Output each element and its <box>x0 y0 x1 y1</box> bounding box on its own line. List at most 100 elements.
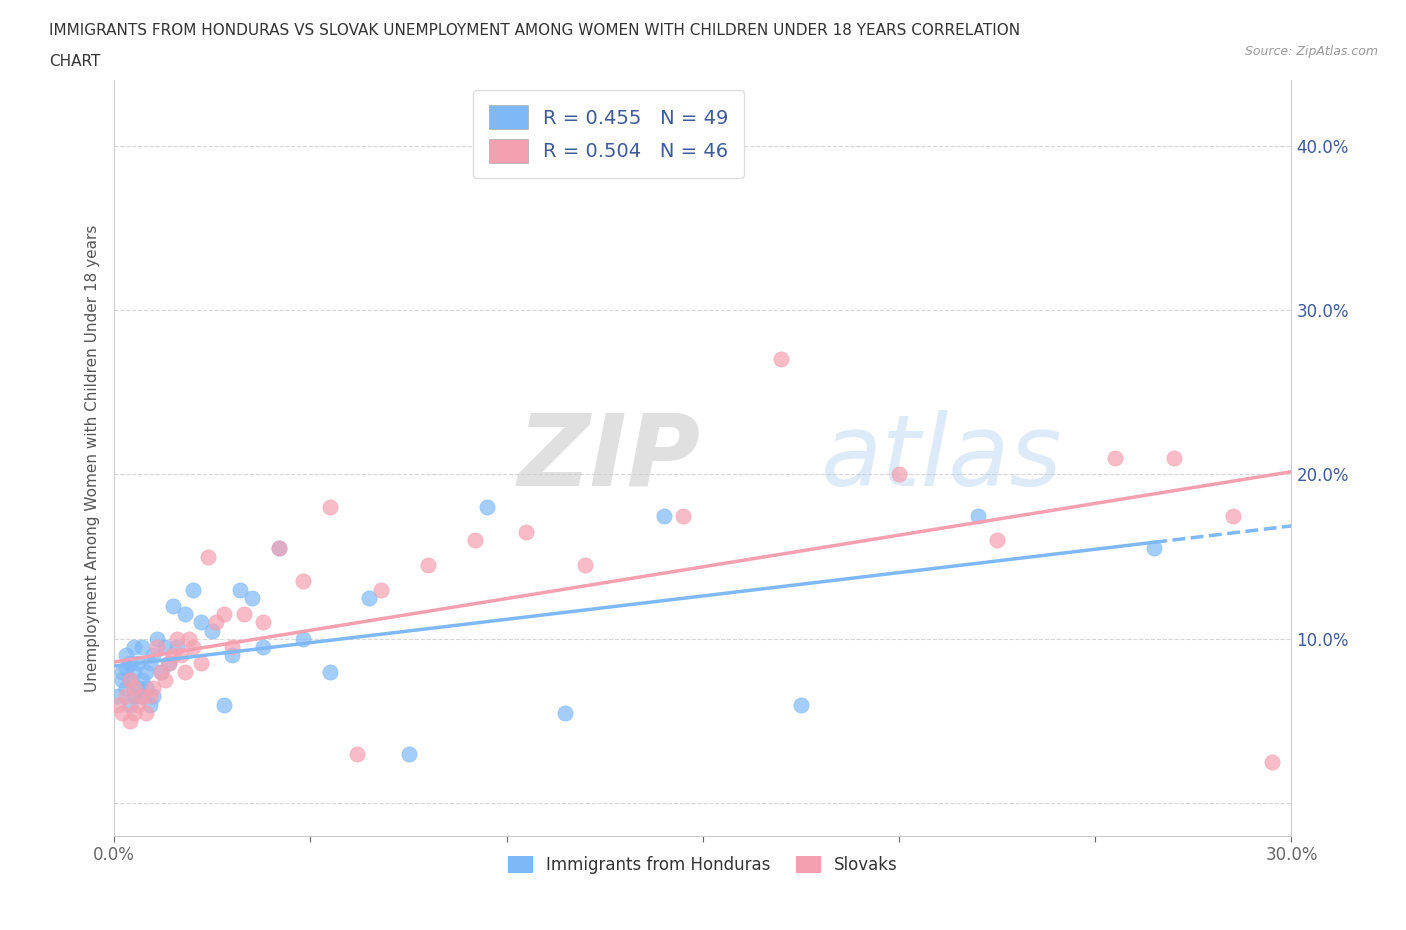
Point <box>135 681 157 696</box>
Point <box>142 648 165 663</box>
Point <box>135 664 157 679</box>
Point <box>319 500 342 515</box>
Point <box>190 615 212 630</box>
Point <box>138 689 160 704</box>
Point <box>398 747 420 762</box>
Point <box>127 681 149 696</box>
Point <box>205 615 228 630</box>
Point <box>232 606 254 621</box>
Text: IMMIGRANTS FROM HONDURAS VS SLOVAK UNEMPLOYMENT AMONG WOMEN WITH CHILDREN UNDER : IMMIGRANTS FROM HONDURAS VS SLOVAK UNEMP… <box>49 23 1021 38</box>
Point <box>131 640 153 655</box>
Point <box>150 664 173 679</box>
Point <box>118 672 141 687</box>
Point <box>1104 451 1126 466</box>
Point <box>111 705 134 720</box>
Point <box>1222 508 1244 523</box>
Point <box>291 574 314 589</box>
Text: Source: ZipAtlas.com: Source: ZipAtlas.com <box>1244 45 1378 58</box>
Point <box>153 640 176 655</box>
Point <box>122 705 145 720</box>
Point <box>122 681 145 696</box>
Point <box>173 606 195 621</box>
Point <box>966 508 988 523</box>
Point <box>107 689 129 704</box>
Point <box>146 631 169 646</box>
Point <box>170 648 193 663</box>
Point <box>138 656 160 671</box>
Text: atlas: atlas <box>821 409 1062 507</box>
Point <box>252 615 274 630</box>
Point <box>475 500 498 515</box>
Point <box>229 582 252 597</box>
Point <box>221 648 243 663</box>
Point <box>118 698 141 712</box>
Point <box>1261 754 1284 769</box>
Point <box>770 352 793 367</box>
Point <box>118 656 141 671</box>
Point <box>1163 451 1185 466</box>
Point <box>177 631 200 646</box>
Point <box>574 557 596 572</box>
Point <box>221 640 243 655</box>
Point <box>1143 541 1166 556</box>
Point <box>986 533 1008 548</box>
Point <box>887 467 910 482</box>
Point <box>212 606 235 621</box>
Point <box>291 631 314 646</box>
Point <box>138 698 160 712</box>
Point <box>418 557 440 572</box>
Point <box>370 582 392 597</box>
Point <box>359 591 381 605</box>
Point <box>122 664 145 679</box>
Point <box>554 705 576 720</box>
Point <box>122 689 145 704</box>
Point <box>127 698 149 712</box>
Point <box>173 664 195 679</box>
Point <box>267 541 290 556</box>
Point <box>131 672 153 687</box>
Point <box>157 656 180 671</box>
Point <box>166 631 188 646</box>
Point <box>115 681 138 696</box>
Point <box>212 698 235 712</box>
Point <box>153 672 176 687</box>
Point <box>267 541 290 556</box>
Point <box>515 525 537 539</box>
Point <box>166 640 188 655</box>
Point <box>115 689 138 704</box>
Point <box>181 582 204 597</box>
Legend: Immigrants from Honduras, Slovaks: Immigrants from Honduras, Slovaks <box>502 849 904 881</box>
Text: ZIP: ZIP <box>517 409 700 507</box>
Point <box>111 672 134 687</box>
Point <box>157 656 180 671</box>
Point <box>115 648 138 663</box>
Point <box>118 672 141 687</box>
Point <box>131 689 153 704</box>
Point <box>150 664 173 679</box>
Point <box>127 656 149 671</box>
Point <box>146 640 169 655</box>
Point <box>131 689 153 704</box>
Point <box>319 664 342 679</box>
Point <box>181 640 204 655</box>
Point <box>464 533 486 548</box>
Point <box>142 681 165 696</box>
Point <box>201 623 224 638</box>
Point <box>162 648 184 663</box>
Point <box>197 550 219 565</box>
Point <box>118 713 141 728</box>
Point <box>652 508 675 523</box>
Point <box>790 698 813 712</box>
Text: CHART: CHART <box>49 54 101 69</box>
Point <box>190 656 212 671</box>
Point <box>346 747 368 762</box>
Point <box>107 698 129 712</box>
Point <box>142 689 165 704</box>
Point <box>135 705 157 720</box>
Point <box>240 591 263 605</box>
Point <box>162 599 184 614</box>
Point <box>115 661 138 676</box>
Point <box>252 640 274 655</box>
Y-axis label: Unemployment Among Women with Children Under 18 years: Unemployment Among Women with Children U… <box>86 224 100 692</box>
Point <box>672 508 695 523</box>
